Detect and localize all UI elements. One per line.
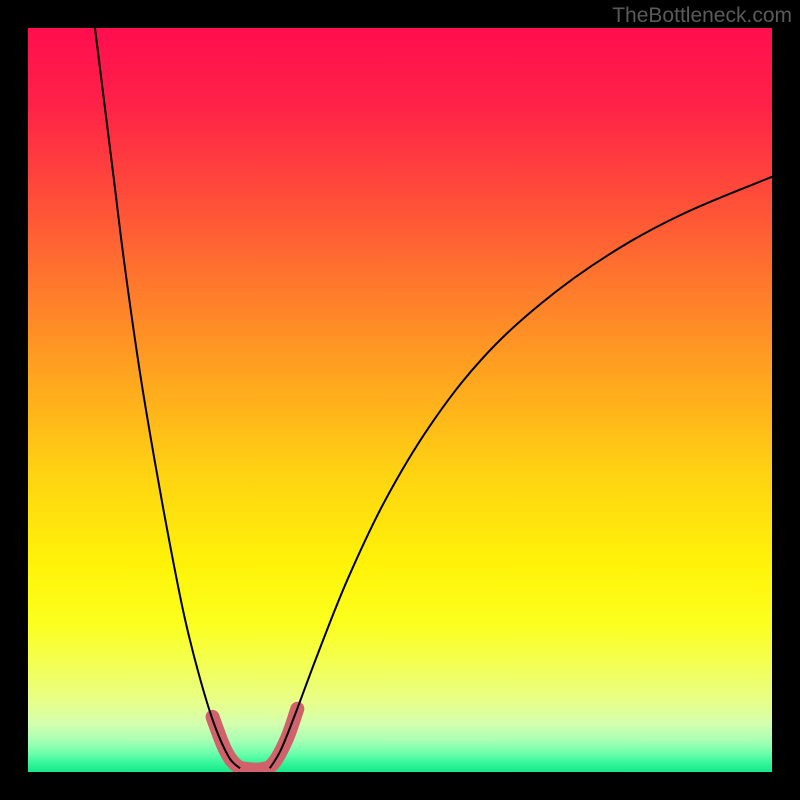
chart-frame-bottom bbox=[0, 772, 800, 800]
watermark-text: TheBottleneck.com bbox=[612, 4, 792, 28]
chart-frame-right bbox=[772, 0, 800, 800]
chart-background bbox=[28, 28, 772, 772]
chart-frame-left bbox=[0, 0, 28, 800]
bottleneck-chart bbox=[28, 28, 772, 772]
